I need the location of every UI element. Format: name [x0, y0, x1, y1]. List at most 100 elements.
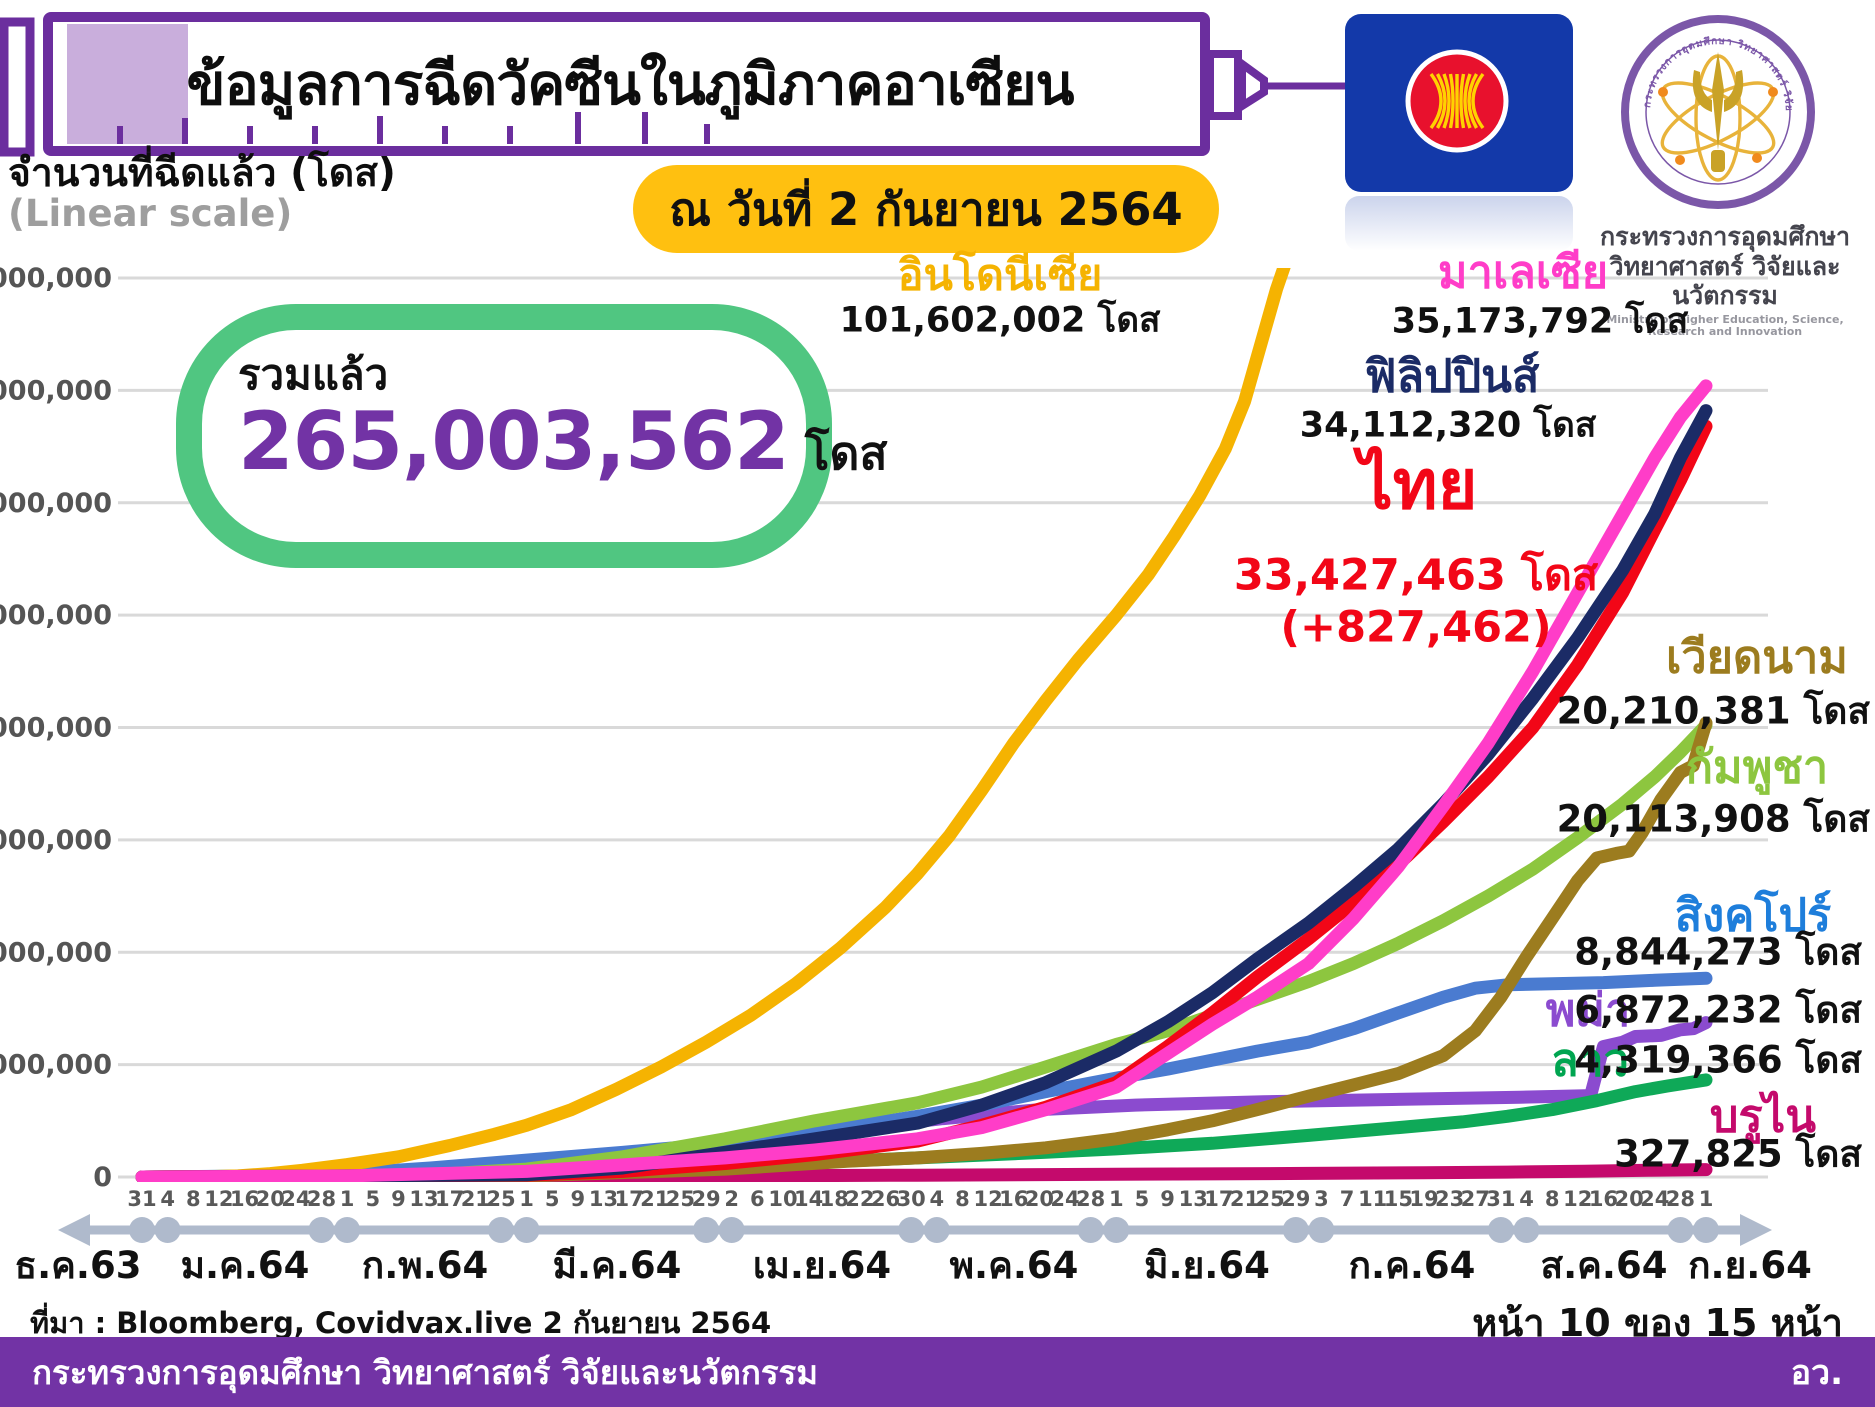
x-day-label: 15	[1384, 1187, 1413, 1211]
x-day-label: 3	[1314, 1187, 1329, 1211]
country-name-cambodia: กัมพูชา	[1685, 740, 1829, 794]
x-day-label: 4	[1519, 1187, 1534, 1211]
month-boundary-dot	[1513, 1217, 1540, 1243]
x-day-label: 29	[691, 1187, 720, 1211]
month-boundary-dot	[154, 1217, 181, 1243]
footer-abbreviation: อว.	[1790, 1353, 1843, 1393]
x-month-label: ก.พ.64	[362, 1244, 488, 1287]
month-boundary-dot	[1667, 1217, 1694, 1243]
x-day-label: 1	[1699, 1187, 1714, 1211]
x-day-label: 24	[1640, 1187, 1669, 1211]
x-day-label: 25	[486, 1187, 515, 1211]
ministry-trident-icon	[1692, 52, 1744, 172]
x-day-label: 11	[1358, 1187, 1387, 1211]
x-day-label: 5	[545, 1187, 560, 1211]
country-delta-thailand: (+827,462)	[1280, 602, 1552, 653]
country-name-malaysia: มาเลเซีย	[1437, 245, 1609, 299]
x-day-label: 9	[571, 1187, 586, 1211]
x-month-label: ส.ค.64	[1541, 1244, 1668, 1287]
x-day-label: 1	[1109, 1187, 1124, 1211]
series-line-vietnam	[135, 716, 1713, 1182]
page-title: ข้อมูลการฉีดวัคซีนในภูมิภาคอาเซียน	[186, 52, 1075, 118]
month-boundary-dot	[1308, 1217, 1335, 1243]
country-value-indonesia: 101,602,002 โดส	[839, 300, 1161, 341]
country-name-philippines: ฟิลิปปินส์	[1364, 349, 1540, 403]
x-day-label: 31	[1486, 1187, 1515, 1211]
series-line-philippines	[135, 404, 1713, 1182]
month-boundary-dot	[487, 1217, 514, 1243]
month-boundary-dot	[1487, 1217, 1514, 1243]
country-value-vietnam: 20,210,381 โดส	[1556, 689, 1870, 733]
x-day-label: 6	[750, 1187, 765, 1211]
x-day-label: 4	[160, 1187, 175, 1211]
x-day-label: 28	[1666, 1187, 1695, 1211]
y-tick-label: 10,000,000	[0, 937, 112, 968]
x-day-label: 26	[871, 1187, 900, 1211]
footer-bar: กระทรวงการอุดมศึกษา วิทยาศาสตร์ วิจัยและ…	[0, 1337, 1875, 1407]
x-day-label: 13	[409, 1187, 438, 1211]
y-tick-label: 20,000,000	[0, 713, 112, 744]
month-boundary-dot	[308, 1217, 335, 1243]
country-name-thailand: ไทย	[1358, 446, 1478, 525]
month-boundary-dot	[334, 1217, 361, 1243]
series-line-indonesia	[135, 268, 1291, 1182]
total-caption: รวมแล้ว	[238, 350, 389, 399]
syringe-fill-icon	[67, 24, 188, 144]
x-day-label: 8	[1545, 1187, 1560, 1211]
month-boundary-dot	[693, 1217, 720, 1243]
x-day-label: 10	[768, 1187, 797, 1211]
y-axis-subtitle: (Linear scale)	[8, 192, 293, 235]
country-name-singapore: สิงคโปร์	[1674, 888, 1832, 942]
country-name-indonesia: อินโดนีเซีย	[897, 250, 1103, 301]
series-line-malaysia	[135, 379, 1713, 1182]
x-day-label: 16	[1589, 1187, 1618, 1211]
y-tick-label: 5,000,000	[0, 1050, 112, 1081]
country-value-singapore: 8,844,273 โดส	[1574, 930, 1862, 974]
x-month-label: เม.ย.64	[753, 1244, 891, 1287]
total-value: 265,003,562	[238, 395, 790, 489]
x-day-label: 13	[1179, 1187, 1208, 1211]
x-day-label: 12	[204, 1187, 233, 1211]
month-boundary-dot	[1693, 1217, 1719, 1243]
x-day-label: 21	[461, 1187, 490, 1211]
month-boundary-dot	[1103, 1217, 1130, 1243]
x-month-label: ก.ค.64	[1349, 1244, 1476, 1287]
y-tick-label: 35,000,000	[0, 375, 112, 406]
x-day-label: 4	[930, 1187, 945, 1211]
asean-flag-icon	[1345, 14, 1573, 192]
x-day-label: 12	[1563, 1187, 1592, 1211]
x-day-label: 28	[307, 1187, 336, 1211]
month-boundary-dot	[129, 1217, 155, 1243]
x-day-label: 14	[794, 1187, 823, 1211]
country-value-cambodia: 20,113,908 โดส	[1556, 797, 1870, 841]
x-day-label: 13	[589, 1187, 618, 1211]
footer-ministry-name: กระทรวงการอุดมศึกษา วิทยาศาสตร์ วิจัยและ…	[32, 1352, 819, 1392]
x-day-label: 17	[435, 1187, 464, 1211]
x-axis-arrow-left-icon	[58, 1214, 90, 1246]
x-day-label: 25	[1256, 1187, 1285, 1211]
ministry-name-line1: กระทรวงการอุดมศึกษา	[1600, 222, 1850, 251]
ministry-caption: กระทรวงการอุดมศึกษา วิทยาศาสตร์ วิจัยและ…	[1580, 222, 1870, 339]
total-box: รวมแล้ว 265,003,562 โดส	[176, 304, 887, 568]
country-name-brunei: บรูไน	[1709, 1089, 1817, 1143]
x-day-label: 31	[127, 1187, 156, 1211]
y-axis-title: จำนวนที่ฉีดแล้ว (โดส)	[8, 151, 396, 196]
x-day-label: 20	[1025, 1187, 1054, 1211]
country-value-myanmar: 6,872,232 โดส	[1574, 988, 1862, 1032]
x-day-label: 24	[281, 1187, 310, 1211]
ministry-name-english: Ministry of Higher Education, Science, R…	[1606, 312, 1844, 339]
x-day-label: 2	[724, 1187, 739, 1211]
month-boundary-dot	[898, 1217, 925, 1243]
month-boundary-dot	[513, 1217, 540, 1243]
x-day-label: 8	[955, 1187, 970, 1211]
y-tick-label: 30,000,000	[0, 488, 112, 519]
x-day-label: 23	[1435, 1187, 1464, 1211]
x-day-label: 21	[1230, 1187, 1259, 1211]
x-day-label: 27	[1461, 1187, 1490, 1211]
syringe-plunger-icon	[0, 17, 35, 157]
month-boundary-dot	[718, 1217, 745, 1243]
x-day-label: 20	[1614, 1187, 1643, 1211]
